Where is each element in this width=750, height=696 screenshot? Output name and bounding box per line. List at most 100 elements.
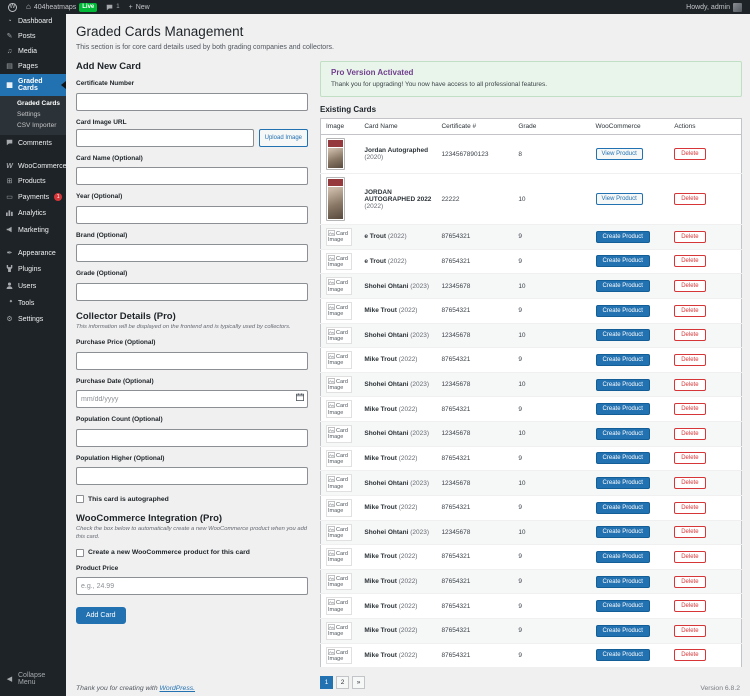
create-product-button[interactable]: Create Product xyxy=(595,624,650,637)
population-count-input[interactable] xyxy=(76,428,308,447)
create-product-button[interactable]: Create Product xyxy=(595,255,650,268)
broken-image-icon xyxy=(328,279,335,286)
wp-logo-menu[interactable]: W xyxy=(8,2,17,12)
autographed-checkbox[interactable] xyxy=(76,495,84,504)
create-product-button[interactable]: Create Product xyxy=(595,378,650,391)
create-product-button[interactable]: Create Product xyxy=(595,230,650,243)
create-product-checkbox[interactable] xyxy=(76,548,84,557)
sidebar-item-appearance[interactable]: ✒ Appearance xyxy=(0,246,66,261)
admin-bar-account[interactable]: Howdy, admin xyxy=(686,2,742,12)
delete-button[interactable]: Delete xyxy=(674,353,706,366)
purchase-price-input[interactable] xyxy=(76,351,308,370)
create-product-button[interactable]: Create Product xyxy=(595,600,650,613)
create-product-button[interactable]: Create Product xyxy=(595,403,650,416)
sidebar-item-dashboard[interactable]: ◔ Dashboard xyxy=(0,14,66,29)
create-product-button[interactable]: Create Product xyxy=(595,477,650,490)
card-name: Mike Trout xyxy=(364,504,397,512)
card-name: Mike Trout xyxy=(364,553,397,561)
year-input[interactable] xyxy=(76,205,308,224)
population-higher-input[interactable] xyxy=(76,467,308,486)
delete-button[interactable]: Delete xyxy=(674,526,706,539)
create-product-button[interactable]: Create Product xyxy=(595,526,650,539)
sidebar-item-analytics[interactable]: Analytics xyxy=(0,205,66,222)
create-product-button[interactable]: Create Product xyxy=(595,329,650,342)
woocommerce-icon: W xyxy=(6,163,13,170)
sidebar-item-plugins[interactable]: Plugins xyxy=(0,261,66,278)
delete-button[interactable]: Delete xyxy=(674,600,706,613)
add-card-button[interactable]: Add Card xyxy=(76,607,126,625)
brand-input[interactable] xyxy=(76,244,308,262)
delete-button[interactable]: Delete xyxy=(674,329,706,342)
submenu-item-graded-cards[interactable]: Graded Cards xyxy=(17,100,60,107)
card-row: Card Image e Trout (2022) 87654321 9 Create … xyxy=(320,249,742,275)
wordpress-link[interactable]: WordPress. xyxy=(159,685,196,692)
sidebar-submenu: Graded Cards Settings CSV Importer xyxy=(0,96,66,135)
delete-button[interactable]: Delete xyxy=(674,255,706,268)
delete-button[interactable]: Delete xyxy=(674,649,706,662)
delete-button[interactable]: Delete xyxy=(674,501,706,514)
submenu-item-csv-importer[interactable]: CSV Importer xyxy=(17,122,57,129)
collapse-menu-button[interactable]: ◀ Collapse Menu xyxy=(6,672,46,686)
delete-button[interactable]: Delete xyxy=(674,452,706,465)
delete-button[interactable]: Delete xyxy=(674,403,706,416)
calendar-icon xyxy=(296,393,304,401)
sidebar-item-graded-cards[interactable]: ▦ Graded Cards xyxy=(0,74,66,96)
delete-button[interactable]: Delete xyxy=(674,477,706,490)
sidebar-item-pages[interactable]: ▤ Pages xyxy=(0,59,66,74)
admin-bar-comments[interactable]: 1 xyxy=(106,4,120,11)
sidebar-item-tools[interactable]: Tools xyxy=(0,295,66,312)
sidebar-item-comments[interactable]: Comments xyxy=(0,135,66,152)
pagination-page-next[interactable]: » xyxy=(352,676,365,690)
purchase-date-input[interactable] xyxy=(76,390,308,409)
card-image-url-input[interactable] xyxy=(76,128,254,147)
view-product-button[interactable]: View Product xyxy=(595,148,643,160)
card-name-input[interactable] xyxy=(76,167,308,185)
admin-bar-new[interactable]: + New xyxy=(128,3,150,11)
sidebar-item-woocommerce[interactable]: W WooCommerce xyxy=(0,159,66,174)
sidebar-item-settings[interactable]: ⚙ Settings xyxy=(0,312,66,327)
card-name: Mike Trout xyxy=(364,602,397,610)
delete-button[interactable]: Delete xyxy=(674,624,706,637)
howdy-text: Howdy, admin xyxy=(686,3,730,11)
sidebar-item-media[interactable]: ♫ Media xyxy=(0,44,66,59)
delete-button[interactable]: Delete xyxy=(674,427,706,440)
delete-button[interactable]: Delete xyxy=(674,550,706,563)
create-product-button[interactable]: Create Product xyxy=(595,304,650,317)
pagination-page-1[interactable]: 1 xyxy=(320,676,333,690)
sidebar-item-posts[interactable]: ✎ Posts xyxy=(0,29,66,44)
broken-card-image: Card Image xyxy=(326,474,352,492)
view-product-button[interactable]: View Product xyxy=(595,193,643,205)
delete-button[interactable]: Delete xyxy=(674,575,706,588)
create-product-button[interactable]: Create Product xyxy=(595,550,650,563)
pagination-page-2[interactable]: 2 xyxy=(336,676,349,690)
product-price-input[interactable] xyxy=(76,577,308,596)
submenu-item-settings[interactable]: Settings xyxy=(17,111,41,118)
sidebar-item-payments[interactable]: ▭ Payments 1 xyxy=(0,189,66,205)
delete-button[interactable]: Delete xyxy=(674,378,706,391)
create-product-button[interactable]: Create Product xyxy=(595,501,650,514)
delete-button[interactable]: Delete xyxy=(674,148,706,160)
sidebar-item-products[interactable]: ⊞ Products xyxy=(0,174,66,189)
card-certificate: 87654321 xyxy=(436,298,514,324)
card-certificate: 12345678 xyxy=(436,421,514,447)
card-certificate: 87654321 xyxy=(436,544,514,570)
sidebar-item-users[interactable]: Users xyxy=(0,278,66,295)
delete-button[interactable]: Delete xyxy=(674,280,706,293)
certificate-number-input[interactable] xyxy=(76,92,308,111)
create-product-button[interactable]: Create Product xyxy=(595,575,650,588)
create-product-button[interactable]: Create Product xyxy=(595,280,650,293)
sidebar-item-marketing[interactable]: Marketing xyxy=(0,222,66,239)
grade-input[interactable] xyxy=(76,282,308,301)
create-product-button[interactable]: Create Product xyxy=(595,427,650,440)
site-name-link[interactable]: ⌂ 404heatmaps Live xyxy=(26,2,98,12)
delete-button[interactable]: Delete xyxy=(674,304,706,317)
column-header-grade: Grade xyxy=(513,118,591,135)
broken-card-image: Card Image xyxy=(326,548,352,566)
upload-image-button[interactable]: Upload Image xyxy=(258,128,308,147)
delete-button[interactable]: Delete xyxy=(674,193,706,205)
delete-button[interactable]: Delete xyxy=(674,230,706,243)
create-product-button[interactable]: Create Product xyxy=(595,452,650,465)
create-product-button[interactable]: Create Product xyxy=(595,353,650,366)
create-product-button[interactable]: Create Product xyxy=(595,649,650,662)
pro-notice-title: Pro Version Activated xyxy=(331,68,414,77)
